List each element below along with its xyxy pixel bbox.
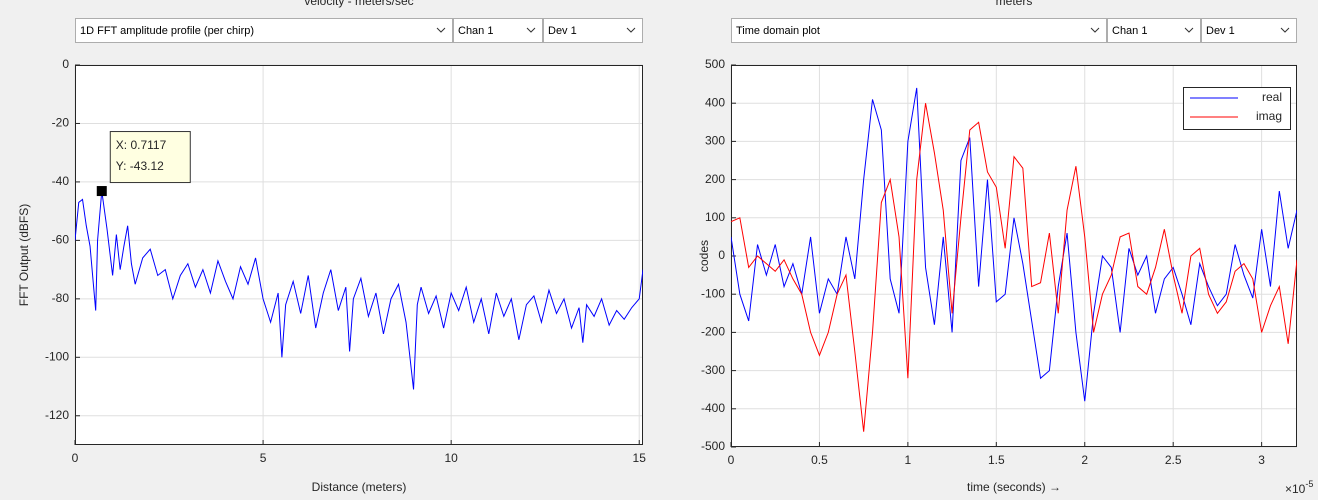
x-tick-label: 15 <box>633 451 647 465</box>
dropdown-value: Chan 1 <box>458 25 493 37</box>
exponent-base: ×10 <box>1285 482 1306 496</box>
panel-header: velocity - meters/sec <box>304 0 413 8</box>
dropdown-arrow <box>626 27 636 33</box>
dropdown-arrow <box>526 27 536 33</box>
x-axis-label: time (seconds) → <box>967 480 1061 494</box>
x-tick-label: 0.5 <box>811 453 828 467</box>
y-tick-label: -60 <box>52 233 70 247</box>
datatip-box <box>109 131 191 184</box>
y-axis-label: codes <box>697 240 711 272</box>
data-line <box>731 87 1297 402</box>
y-tick-label: -80 <box>52 291 70 305</box>
dropdown-box <box>75 18 453 43</box>
dropdown-value: Chan 1 <box>1112 25 1147 37</box>
y-tick-label: 200 <box>705 172 725 186</box>
plot-frame <box>75 65 643 445</box>
plot-area <box>75 65 643 445</box>
y-tick-label: -120 <box>45 408 69 422</box>
dropdown[interactable]: Time domain plot <box>731 18 1107 43</box>
data-line <box>75 190 643 390</box>
y-tick-label: 300 <box>705 134 725 148</box>
dropdown[interactable]: 1D FFT amplitude profile (per chirp) <box>75 18 453 43</box>
x-tick-label: 0 <box>728 453 735 467</box>
y-tick-label: -400 <box>701 401 725 415</box>
y-tick-label: -40 <box>52 174 70 188</box>
dropdown-value: Dev 1 <box>1206 25 1235 37</box>
dropdown-arrow <box>436 27 446 33</box>
x-tick-label: 2 <box>1081 453 1088 467</box>
y-axis-label: FFT Output (dBFS) <box>17 204 31 306</box>
y-tick-label: 400 <box>705 95 725 109</box>
datatip-marker <box>96 186 107 197</box>
y-tick-label: -500 <box>701 439 725 453</box>
legend-box <box>1183 87 1291 130</box>
chart-panel: velocity - meters/sec 1D FFT amplitude pr… <box>17 0 646 494</box>
datatip[interactable]: X: 0.7117 Y: -43.12 <box>96 131 191 197</box>
x-axis-label: Distance (meters) <box>312 480 407 494</box>
x-tick-label: 2.5 <box>1165 453 1182 467</box>
plot-frame <box>731 65 1297 447</box>
x-tick-label: 1.5 <box>988 453 1005 467</box>
y-tick-label: -100 <box>701 286 725 300</box>
dropdown-box <box>543 18 643 43</box>
x-exponent: ×10-5 <box>1285 479 1313 496</box>
y-tick-label: 0 <box>62 57 69 71</box>
exponent-power: -5 <box>1305 479 1313 489</box>
dropdown-box <box>1201 18 1297 43</box>
datatip-y: Y: -43.12 <box>116 159 164 173</box>
dropdown-value: Dev 1 <box>548 25 577 37</box>
y-tick-label: 500 <box>705 57 725 71</box>
legend-label: imag <box>1256 109 1282 123</box>
y-tick-label: -200 <box>701 325 725 339</box>
dropdown[interactable]: Dev 1 <box>543 18 643 43</box>
x-tick-label: 1 <box>905 453 912 467</box>
dropdown-box <box>1107 18 1201 43</box>
data-line <box>731 103 1297 432</box>
y-tick-label: -100 <box>45 349 69 363</box>
dropdown-box <box>731 18 1107 43</box>
dropdown-value: 1D FFT amplitude profile (per chirp) <box>80 25 254 37</box>
legend-label: real <box>1262 90 1282 104</box>
x-tick-label: 0 <box>72 451 79 465</box>
datatip-x: X: 0.7117 <box>116 138 167 152</box>
dropdown[interactable]: Chan 1 <box>1107 18 1201 43</box>
panel-header: meters <box>996 0 1033 8</box>
x-tick-label: 3 <box>1258 453 1265 467</box>
dropdown[interactable]: Dev 1 <box>1201 18 1297 43</box>
dropdown-arrow <box>1090 27 1100 33</box>
x-tick-label: 10 <box>444 451 458 465</box>
x-tick-label: 5 <box>260 451 267 465</box>
legend: real imag <box>1183 87 1291 130</box>
dropdown-box <box>453 18 543 43</box>
dropdown-arrow <box>1280 27 1290 33</box>
dropdown[interactable]: Chan 1 <box>453 18 543 43</box>
y-tick-label: -300 <box>701 363 725 377</box>
y-tick-label: -20 <box>52 116 70 130</box>
y-tick-label: 100 <box>705 210 725 224</box>
dropdown-value: Time domain plot <box>736 25 820 37</box>
y-tick-label: 0 <box>718 248 725 262</box>
dropdown-arrow <box>1184 27 1194 33</box>
